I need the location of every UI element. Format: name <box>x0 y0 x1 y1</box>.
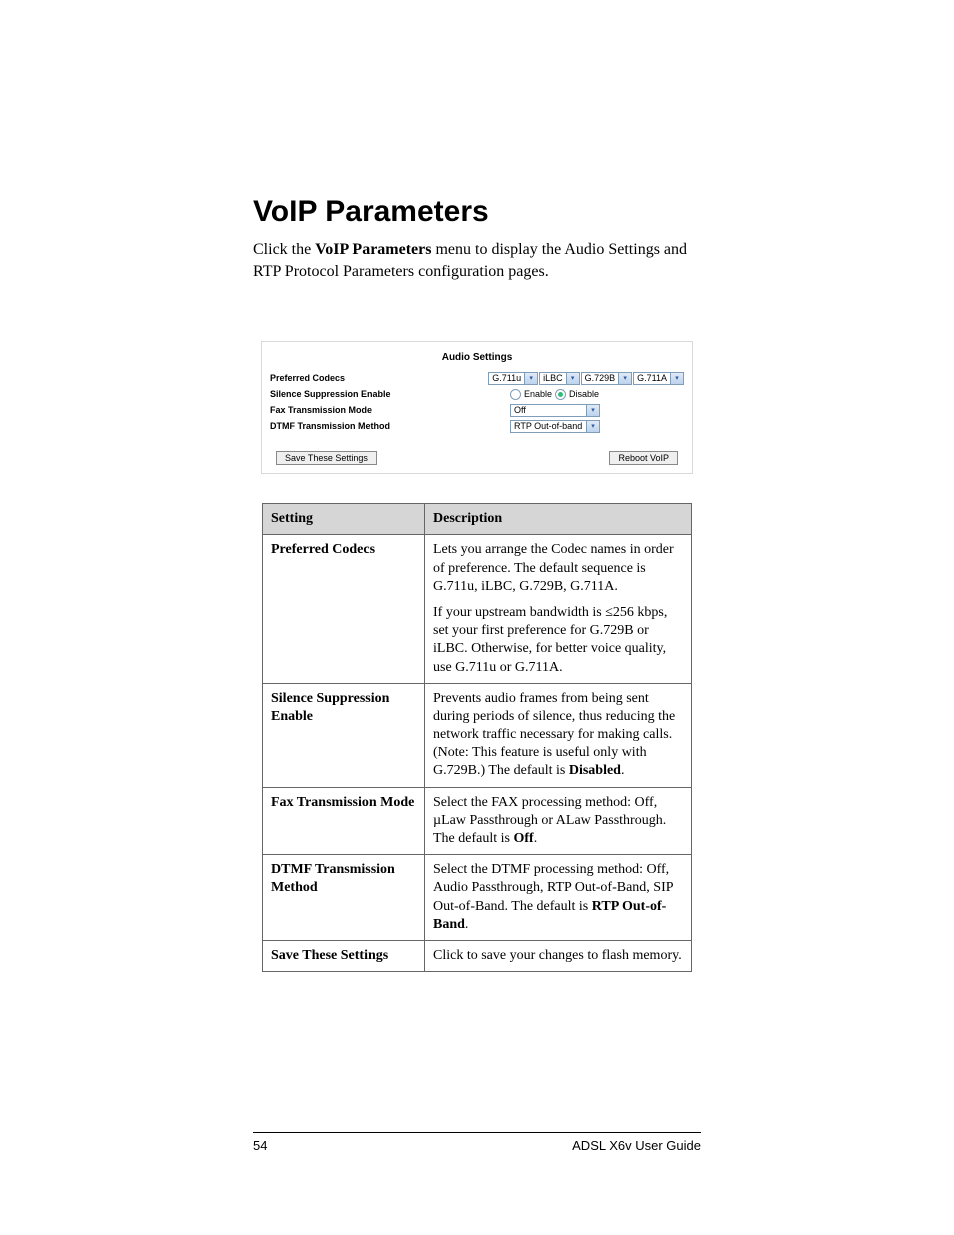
codec-select-1[interactable]: G.711u▾ <box>488 372 538 385</box>
chevron-down-icon: ▾ <box>670 373 683 384</box>
chevron-down-icon: ▾ <box>586 421 599 432</box>
radio-enable-label: Enable <box>524 389 552 399</box>
page-footer: 54 ADSL X6v User Guide <box>253 1138 701 1153</box>
intro-text: Click the VoIP Parameters menu to displa… <box>253 239 701 282</box>
dtmf-method-select[interactable]: RTP Out-of-band▾ <box>510 420 600 433</box>
setting-description: Prevents audio frames from being sent du… <box>425 683 692 787</box>
col-header-description: Description <box>425 504 692 535</box>
chevron-down-icon: ▾ <box>618 373 631 384</box>
table-row: Preferred Codecs Lets you arrange the Co… <box>263 535 692 683</box>
codec-select-4[interactable]: G.711A▾ <box>633 372 684 385</box>
setting-description: Click to save your changes to flash memo… <box>425 940 692 971</box>
row-dtmf-method: DTMF Transmission Method RTP Out-of-band… <box>270 419 684 433</box>
intro-prefix: Click the <box>253 241 315 258</box>
radio-disable-label: Disable <box>569 389 599 399</box>
chevron-down-icon: ▾ <box>524 373 537 384</box>
label-dtmf-method: DTMF Transmission Method <box>270 421 510 431</box>
footer-divider <box>253 1132 701 1133</box>
audio-settings-panel: Audio Settings Preferred Codecs G.711u▾ … <box>262 342 692 473</box>
fax-mode-select[interactable]: Off▾ <box>510 404 600 417</box>
radio-enable[interactable] <box>510 389 521 400</box>
setting-description: Select the DTMF processing method: Off, … <box>425 855 692 941</box>
setting-description: Select the FAX processing method: Off, µ… <box>425 787 692 855</box>
codec-select-3[interactable]: G.729B▾ <box>581 372 633 385</box>
label-preferred-codecs: Preferred Codecs <box>270 373 488 383</box>
codec-selects: G.711u▾ iLBC▾ G.729B▾ G.711A▾ <box>488 372 684 385</box>
row-preferred-codecs: Preferred Codecs G.711u▾ iLBC▾ G.729B▾ G… <box>270 371 684 385</box>
audio-buttons-row: Save These Settings Reboot VoIP <box>270 451 684 465</box>
setting-description: Lets you arrange the Codec names in orde… <box>425 535 692 683</box>
reboot-voip-button[interactable]: Reboot VoIP <box>609 451 678 465</box>
table-row: DTMF Transmission Method Select the DTMF… <box>263 855 692 941</box>
chevron-down-icon: ▾ <box>566 373 579 384</box>
table-row: Silence Suppression Enable Prevents audi… <box>263 683 692 787</box>
setting-name: DTMF Transmission Method <box>263 855 425 941</box>
row-silence-suppression: Silence Suppression Enable Enable Disabl… <box>270 387 684 401</box>
audio-settings-title: Audio Settings <box>270 348 684 371</box>
chevron-down-icon: ▾ <box>586 405 599 416</box>
silence-radio-group: Enable Disable <box>510 389 599 400</box>
save-settings-button[interactable]: Save These Settings <box>276 451 377 465</box>
setting-name: Preferred Codecs <box>263 535 425 683</box>
table-header-row: Setting Description <box>263 504 692 535</box>
table-row: Fax Transmission Mode Select the FAX pro… <box>263 787 692 855</box>
codec-select-2[interactable]: iLBC▾ <box>539 372 580 385</box>
setting-name: Silence Suppression Enable <box>263 683 425 787</box>
page-number: 54 <box>253 1138 267 1153</box>
doc-title-footer: ADSL X6v User Guide <box>572 1138 701 1153</box>
page-title: VoIP Parameters <box>253 195 701 229</box>
col-header-setting: Setting <box>263 504 425 535</box>
setting-name: Save These Settings <box>263 940 425 971</box>
row-fax-mode: Fax Transmission Mode Off▾ <box>270 403 684 417</box>
label-silence-suppression: Silence Suppression Enable <box>270 389 510 399</box>
intro-bold: VoIP Parameters <box>315 241 431 258</box>
setting-name: Fax Transmission Mode <box>263 787 425 855</box>
document-page: VoIP Parameters Click the VoIP Parameter… <box>0 0 954 1235</box>
radio-disable[interactable] <box>555 389 566 400</box>
label-fax-mode: Fax Transmission Mode <box>270 405 510 415</box>
settings-table: Setting Description Preferred Codecs Let… <box>262 503 692 972</box>
table-row: Save These Settings Click to save your c… <box>263 940 692 971</box>
